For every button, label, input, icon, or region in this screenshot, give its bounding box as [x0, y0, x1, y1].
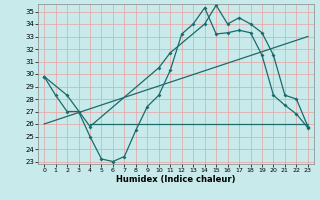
X-axis label: Humidex (Indice chaleur): Humidex (Indice chaleur) — [116, 175, 236, 184]
